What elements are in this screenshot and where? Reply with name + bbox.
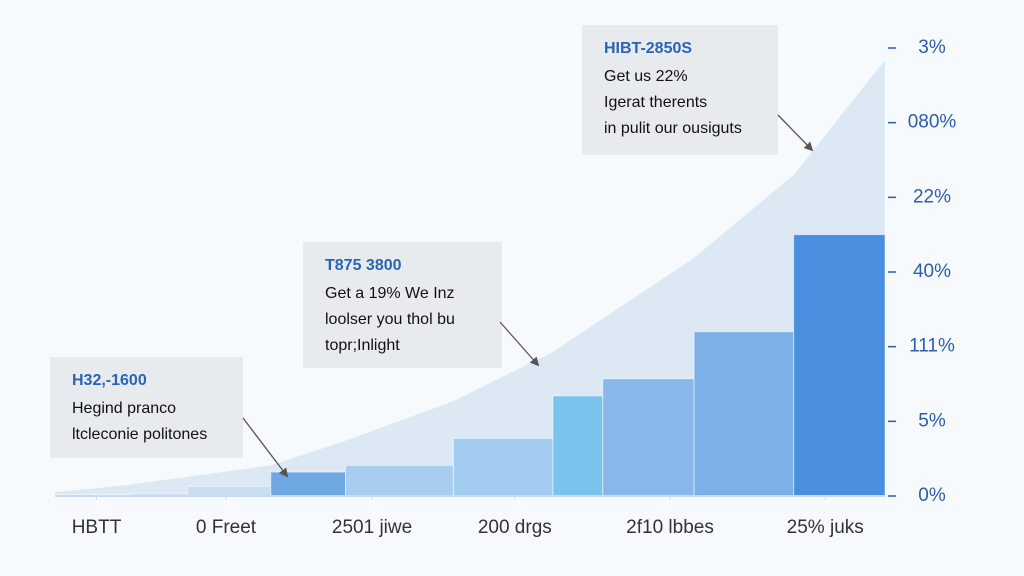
y-tick-label: 3% — [918, 37, 946, 58]
callout: T875 3800 Get a 19% We Inz loolser you tho… — [303, 242, 540, 368]
bar — [452, 438, 554, 497]
bar — [187, 485, 272, 497]
callout-box — [50, 357, 243, 458]
callout-title: T875 3800 — [325, 257, 402, 274]
callout-line: ltcleconie politones — [72, 426, 207, 443]
y-tick-label: 5% — [918, 410, 946, 431]
x-tick-label: 200 drgs — [478, 517, 552, 538]
callout-box — [303, 242, 502, 368]
callout-title: HIBT-2850S — [604, 40, 692, 57]
bar — [345, 464, 454, 497]
y-tick-label: 080% — [908, 112, 957, 133]
bar — [602, 378, 695, 497]
x-tick-label: 0 Freet — [196, 517, 257, 538]
x-tick-label: 2f10 lbbes — [626, 517, 714, 538]
bar — [693, 331, 795, 497]
callout-line: in pulit our ousiguts — [604, 120, 742, 137]
callout: H32,-1600 Hegind pranco ltcleconie politon… — [50, 357, 289, 478]
callout-line: topr;Inlight — [325, 337, 400, 354]
y-tick-label: 40% — [913, 261, 951, 282]
callout-arrow — [242, 417, 289, 478]
x-tick-label: 25% juks — [787, 517, 864, 538]
callout-line: Get us 22% — [604, 68, 688, 85]
y-tick-label: 0% — [918, 485, 946, 506]
callout-line: Get a 19% We Inz — [325, 285, 455, 302]
callout-title: H32,-1600 — [72, 372, 147, 389]
callout-line: loolser you thol bu — [325, 311, 455, 328]
bar — [552, 395, 604, 497]
callout-arrow — [777, 114, 814, 152]
callout-box — [582, 25, 778, 155]
callout-line: Igerat therents — [604, 94, 707, 111]
bar — [270, 471, 346, 497]
x-tick-label: 2501 jiwe — [332, 517, 412, 538]
callout: HIBT-2850S Get us 22% Igerat therents in pu… — [582, 25, 814, 155]
y-tick-label: 22% — [913, 186, 951, 207]
x-tick-label: HBTT — [72, 517, 122, 538]
callout-arrow — [499, 321, 540, 367]
y-tick-label: 111% — [909, 336, 955, 357]
bar — [793, 234, 886, 497]
callout-line: Hegind pranco — [72, 400, 176, 417]
